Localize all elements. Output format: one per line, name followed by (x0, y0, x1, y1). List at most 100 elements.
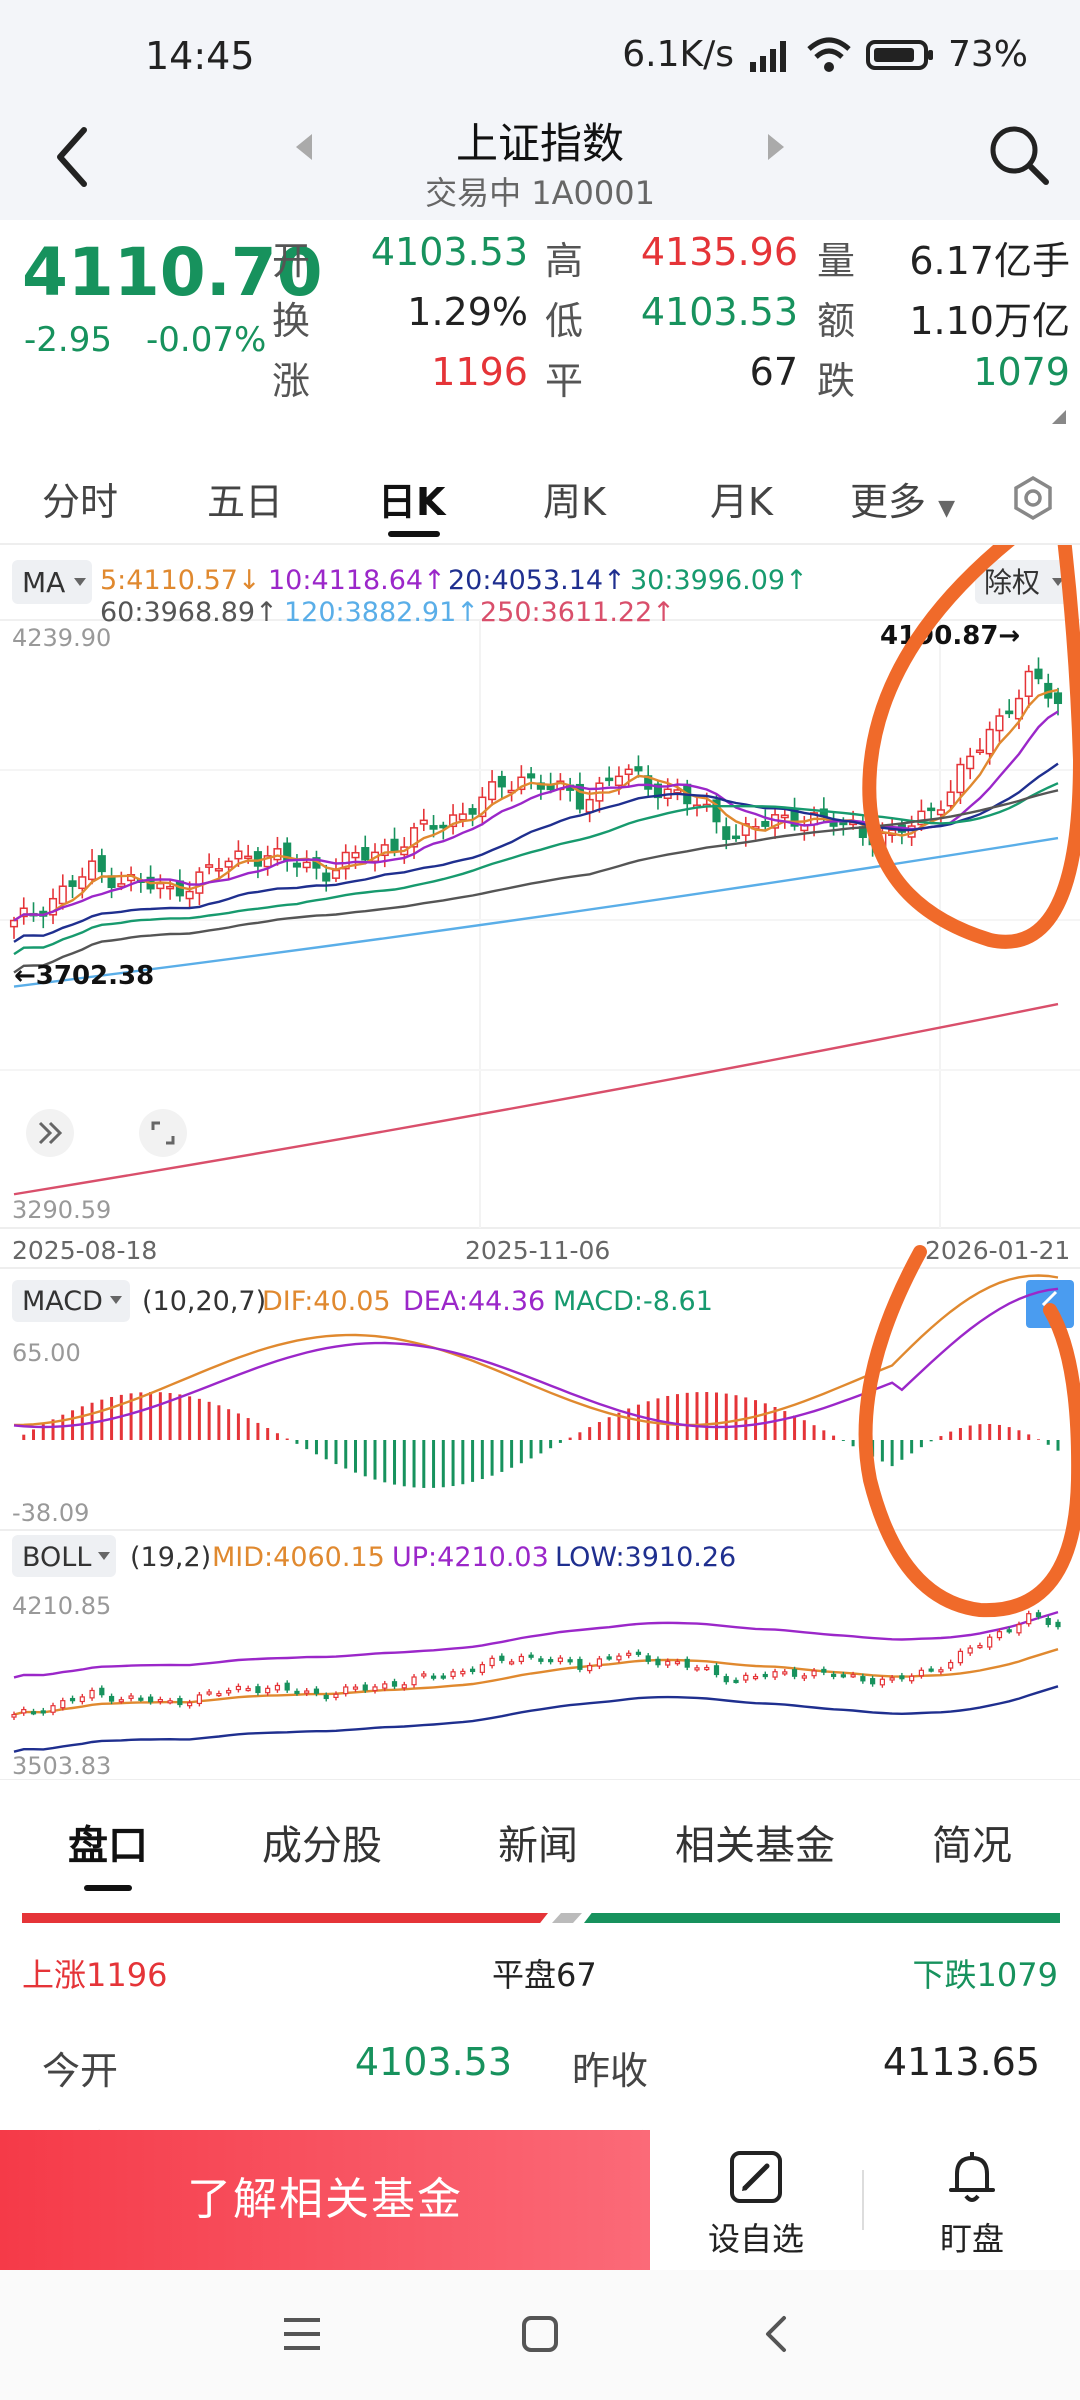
search-icon[interactable] (986, 122, 1050, 186)
annotation-circle (862, 545, 1080, 949)
boll-candle-body (479, 1664, 485, 1673)
candle-body (1034, 668, 1043, 680)
candle-body (624, 768, 633, 776)
candle-body (156, 882, 165, 890)
tab-intraday[interactable]: 分时 (42, 480, 119, 524)
boll-candle-body (616, 1655, 622, 1661)
quote-amount-label: 额 (817, 299, 856, 343)
boll-y-max: 4210.85 (12, 1592, 111, 1620)
candle-body (88, 860, 97, 881)
boll-candle-body (216, 1692, 222, 1697)
tab-related-funds[interactable]: 相关基金 (675, 1823, 835, 1869)
boll-candle-body (21, 1708, 27, 1714)
boll-candle-body (333, 1693, 339, 1698)
back-icon[interactable] (48, 122, 98, 192)
boll-candle-body (567, 1659, 573, 1663)
boll-candle-body (69, 1697, 76, 1702)
boll-candle-body (694, 1667, 700, 1671)
menu-icon[interactable] (282, 2316, 322, 2352)
boll-candle-body (626, 1652, 632, 1656)
candle-body (19, 907, 28, 918)
boll-candle-body (879, 1678, 885, 1686)
candle-body (409, 827, 419, 848)
next-stock-icon[interactable] (764, 132, 788, 162)
prev-stock-icon[interactable] (292, 132, 316, 162)
tab-daily-k[interactable]: 日K (378, 480, 446, 524)
tab-five-day[interactable]: 五日 (207, 480, 284, 524)
boll-candle-body (557, 1657, 563, 1663)
boll-candle-body (430, 1675, 437, 1679)
boll-candle-body (50, 1705, 56, 1713)
ma-legend-item: 10:4118.64↑ (268, 565, 446, 596)
boll-candle-body (440, 1675, 446, 1679)
info-tab-indicator (84, 1885, 132, 1891)
back-nav-icon[interactable] (760, 2314, 790, 2354)
tab-overview[interactable]: 简况 (932, 1823, 1012, 1869)
y-max-label: 4239.90 (12, 624, 111, 652)
candle-body (966, 755, 975, 770)
boll-low: LOW:3910.26 (555, 1542, 736, 1573)
candle-body (761, 820, 770, 827)
quote-high-label: 高 (545, 239, 584, 283)
candle-body (614, 775, 623, 787)
tab-news[interactable]: 新闻 (498, 1823, 578, 1869)
ma-legend-item: 30:3996.09↑ (630, 565, 808, 596)
quote-open-value: 4103.53 (370, 230, 528, 274)
boll-candle-body (147, 1696, 154, 1703)
signal-icon (749, 40, 786, 72)
boll-candle-body (352, 1686, 359, 1690)
chevron-down-icon (98, 1552, 110, 1560)
related-funds-button[interactable]: 了解相关基金 (0, 2130, 650, 2270)
home-icon[interactable] (520, 2314, 560, 2354)
monitor-button[interactable]: 盯盘 (902, 2148, 1042, 2260)
settings-icon[interactable] (1010, 475, 1056, 521)
boll-candle-body (909, 1675, 915, 1682)
candle-body (780, 814, 789, 819)
tab-constituents[interactable]: 成分股 (262, 1823, 382, 1869)
boll-candle-body (606, 1656, 612, 1660)
ma-legend-item: 60:3968.89↑ (100, 597, 278, 628)
boll-lower-band (13, 1685, 1059, 1753)
boll-candle-body (577, 1658, 583, 1670)
boll-candle-body (294, 1690, 300, 1695)
candle-body (78, 876, 87, 890)
boll-candle-body (235, 1685, 242, 1691)
candle-body (517, 776, 526, 791)
boll-candle-body (187, 1702, 193, 1707)
low-price-marker: ←3702.38 (14, 961, 154, 991)
macd-y-min: -38.09 (12, 1499, 89, 1527)
x-axis-label-start: 2025-08-18 (12, 1236, 157, 1265)
tab-monthly-k[interactable]: 月K (710, 480, 773, 524)
double-chevron-right-icon (38, 1121, 63, 1145)
add-watchlist-label: 设自选 (707, 2220, 804, 2258)
network-speed: 6.1K/s (622, 34, 734, 75)
boll-candle-body (1055, 1621, 1061, 1628)
candle-body (1005, 710, 1014, 715)
macd-value: MACD:-8.61 (553, 1286, 713, 1317)
expand-corner-icon[interactable] (1052, 410, 1066, 424)
tab-weekly-k[interactable]: 周K (543, 480, 606, 524)
macd-dea-line (13, 1287, 1059, 1429)
tab-order-book[interactable]: 盘口 (68, 1823, 148, 1869)
chevron-down-icon (74, 578, 86, 586)
candle-body (322, 872, 331, 882)
add-watchlist-button[interactable]: 设自选 (686, 2148, 826, 2260)
status-time: 14:45 (145, 34, 255, 78)
candle-body (205, 864, 214, 868)
boll-candle-body (469, 1668, 476, 1673)
decline-count: 下跌1079 (912, 1956, 1058, 1994)
system-nav-bar (0, 2270, 1080, 2400)
kline-chart[interactable]: MA 除权 5:4110.57↓ 10:4118.64↑ 20:4053.14↑ 30:3… (0, 545, 1080, 1780)
candle-body (605, 777, 614, 782)
boll-candle-body (509, 1661, 515, 1665)
boll-candle-body (177, 1698, 183, 1706)
tab-more[interactable]: 更多 ▼ (850, 471, 955, 526)
quote-volume-value: 6.17亿手 (909, 239, 1070, 283)
boll-candle-body (206, 1691, 212, 1695)
price-change: -2.95 (24, 320, 112, 360)
ma-line-20 (13, 762, 1059, 943)
boll-candle-body (274, 1684, 281, 1691)
candle-body (995, 715, 1004, 732)
boll-candle-body (196, 1694, 202, 1705)
candle-body (429, 825, 438, 830)
